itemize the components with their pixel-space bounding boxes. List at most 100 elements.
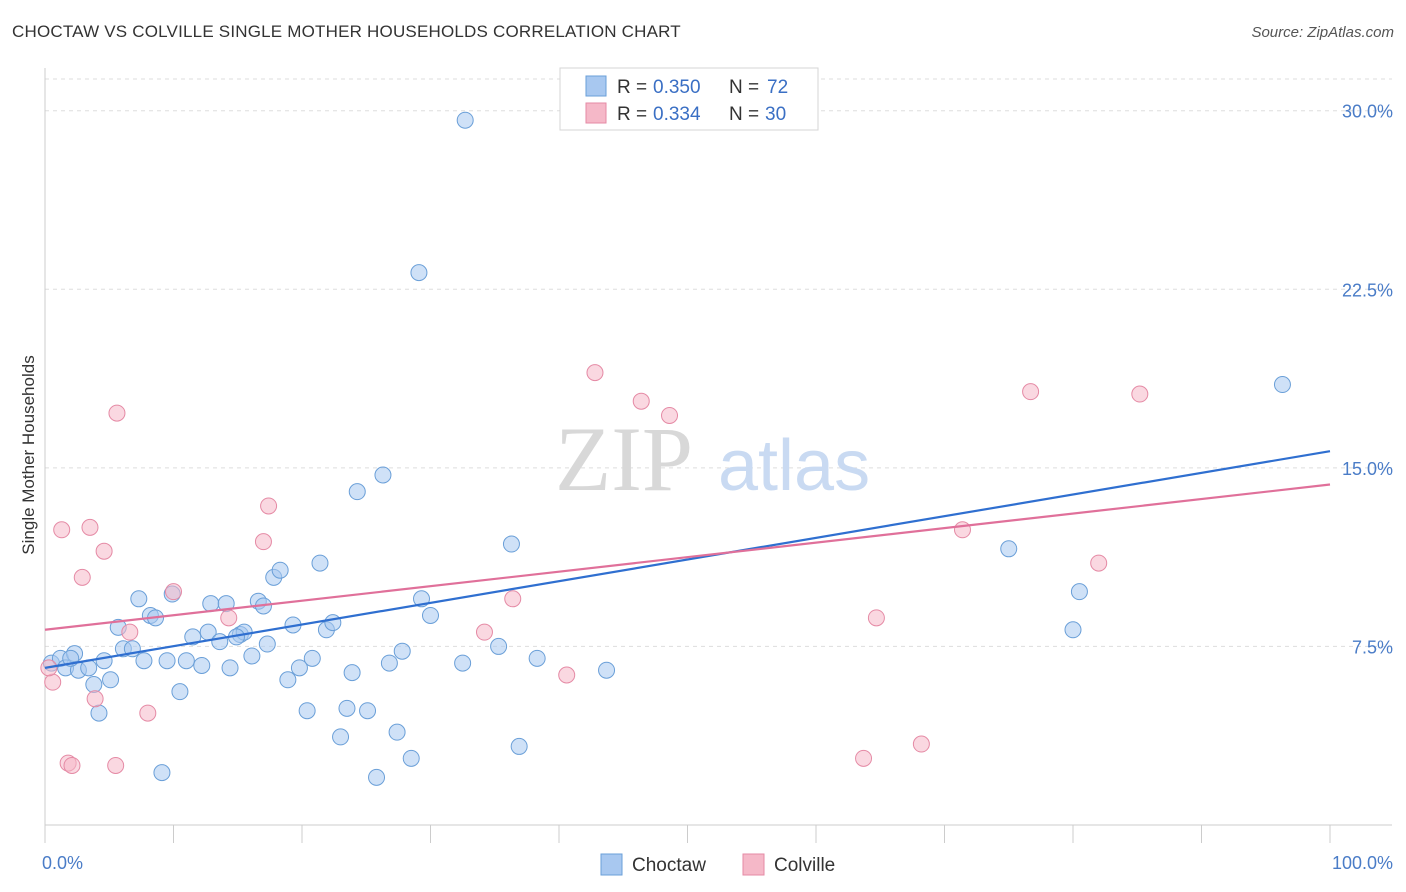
point-choctaw [303,649,321,667]
trend-lines [44,450,1331,669]
trend-line-choctaw [44,450,1331,669]
point-colville [81,518,99,536]
point-choctaw [130,590,148,608]
point-colville [475,623,493,641]
point-choctaw [393,642,411,660]
point-choctaw [290,659,308,677]
point-colville [504,590,522,608]
point-colville [661,406,679,424]
point-colville [912,735,930,753]
point-colville [73,568,91,586]
point-choctaw [343,664,361,682]
point-choctaw [348,483,366,501]
point-colville [855,749,873,767]
point-choctaw [193,656,211,674]
point-choctaw [1070,583,1088,601]
point-choctaw [243,647,261,665]
legend-r-choctaw: 0.350 [653,77,701,98]
chart-title: CHOCTAW VS COLVILLE SINGLE MOTHER HOUSEH… [12,22,681,41]
legend-r-label-choctaw: R = [617,77,647,98]
point-choctaw [184,628,202,646]
point-choctaw [1064,621,1082,639]
point-choctaw [221,659,239,677]
legend-r-colville: 0.334 [653,104,701,125]
point-choctaw [95,652,113,670]
x-tick-label: 100.0% [1332,853,1393,873]
point-colville [63,756,81,774]
point-choctaw [332,728,350,746]
point-colville [95,542,113,560]
point-choctaw [368,768,386,786]
trend-line-colville [44,483,1331,631]
point-choctaw [510,737,528,755]
y-tick-label: 15.0% [1342,459,1393,479]
point-colville [953,521,971,539]
point-choctaw [456,111,474,129]
point-colville [220,609,238,627]
axes [44,68,1392,843]
point-choctaw [135,652,153,670]
point-choctaw [528,649,546,667]
legend-n-choctaw: 72 [767,77,788,98]
point-choctaw [454,654,472,672]
tick-labels: 7.5% 15.0% 22.5% 30.0% 0.0% 100.0% [42,102,1393,873]
watermark-atlas: atlas [718,426,870,506]
source-label: Source: ZipAtlas.com [1251,24,1394,41]
point-colville [108,404,126,422]
point-choctaw [177,652,195,670]
point-choctaw [410,264,428,282]
legend-n-label-colville: N = [729,104,759,125]
point-choctaw [279,671,297,689]
point-choctaw [422,606,439,624]
bottom-legend: Choctaw Colville [600,853,835,876]
point-colville [165,583,182,601]
legend-swatch-colville [585,102,607,124]
point-colville [260,497,278,515]
data-points [40,111,1291,786]
point-choctaw [402,749,420,767]
point-choctaw [388,723,406,741]
point-choctaw [211,633,229,651]
point-colville [86,690,104,708]
point-choctaw [374,466,392,484]
point-choctaw [171,683,189,701]
point-colville [1131,385,1149,403]
point-choctaw [298,702,316,720]
point-choctaw [1273,376,1291,394]
y-axis-label: Single Mother Households [19,355,38,554]
point-choctaw [102,671,120,689]
point-choctaw [85,676,103,694]
legend-n-colville: 30 [765,104,786,125]
point-choctaw [380,654,398,672]
legend-n-label-choctaw: N = [729,77,759,98]
watermark-zip: ZIP [555,408,693,510]
point-choctaw [158,652,176,670]
bottom-legend-label-choctaw: Choctaw [632,855,706,876]
point-colville [1090,554,1108,572]
legend-r-label-colville: R = [617,104,647,125]
y-tick-label: 22.5% [1342,280,1393,300]
bottom-legend-swatch-colville [742,853,765,876]
bottom-legend-swatch-choctaw [600,853,623,876]
point-choctaw [1000,540,1018,558]
point-choctaw [359,702,377,720]
legend-box: R = 0.350 N = 72 R = 0.334 N = 30 [559,67,819,131]
point-colville [586,364,604,382]
x-tick-label: 0.0% [42,853,83,873]
point-choctaw [258,635,276,653]
gridlines [45,78,1392,647]
point-colville [558,666,576,684]
point-colville [53,521,71,539]
point-choctaw [311,554,329,572]
point-choctaw [271,561,289,579]
point-choctaw [202,595,220,613]
point-choctaw [338,699,356,717]
point-colville [867,609,885,627]
point-choctaw [598,661,616,679]
point-choctaw [153,764,171,782]
point-choctaw [490,637,508,655]
y-tick-label: 7.5% [1352,637,1393,657]
point-colville [139,704,157,722]
bottom-legend-label-colville: Colville [774,855,835,876]
